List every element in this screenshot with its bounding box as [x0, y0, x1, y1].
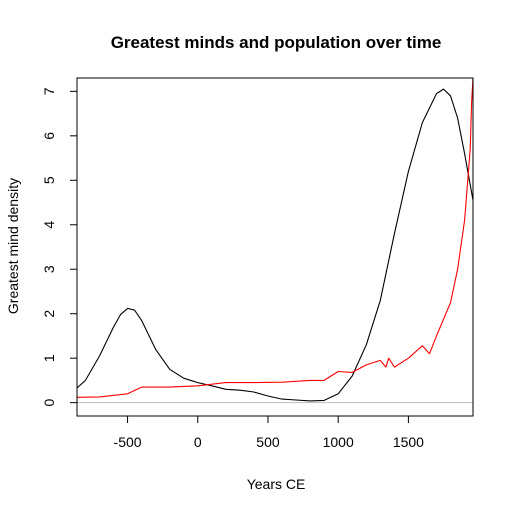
y-tick-label: 7: [41, 87, 57, 95]
x-tick-label: 500: [256, 434, 280, 450]
y-tick-label: 0: [41, 399, 57, 407]
plot-frame: [76, 77, 474, 417]
x-tick-label: 1500: [393, 434, 424, 450]
x-tick-label: -500: [114, 434, 142, 450]
y-tick-label: 4: [41, 221, 57, 229]
y-tick-label: 3: [41, 265, 57, 273]
plot-area: -500 0 500 1000 1500 0 1 2 3 4 5 6 7: [41, 77, 474, 450]
x-tick-label: 0: [194, 434, 202, 450]
chart-title: Greatest minds and population over time: [111, 33, 442, 52]
x-tick-label: 1000: [323, 434, 354, 450]
y-axis-label: Greatest mind density: [5, 178, 21, 314]
x-axis-label: Years CE: [247, 476, 306, 492]
series-line-1: [76, 88, 474, 402]
series-line-2: [76, 77, 474, 398]
y-tick-label: 5: [41, 176, 57, 184]
y-tick-label: 1: [41, 354, 57, 362]
y-tick-label: 2: [41, 310, 57, 318]
y-tick-label: 6: [41, 132, 57, 140]
